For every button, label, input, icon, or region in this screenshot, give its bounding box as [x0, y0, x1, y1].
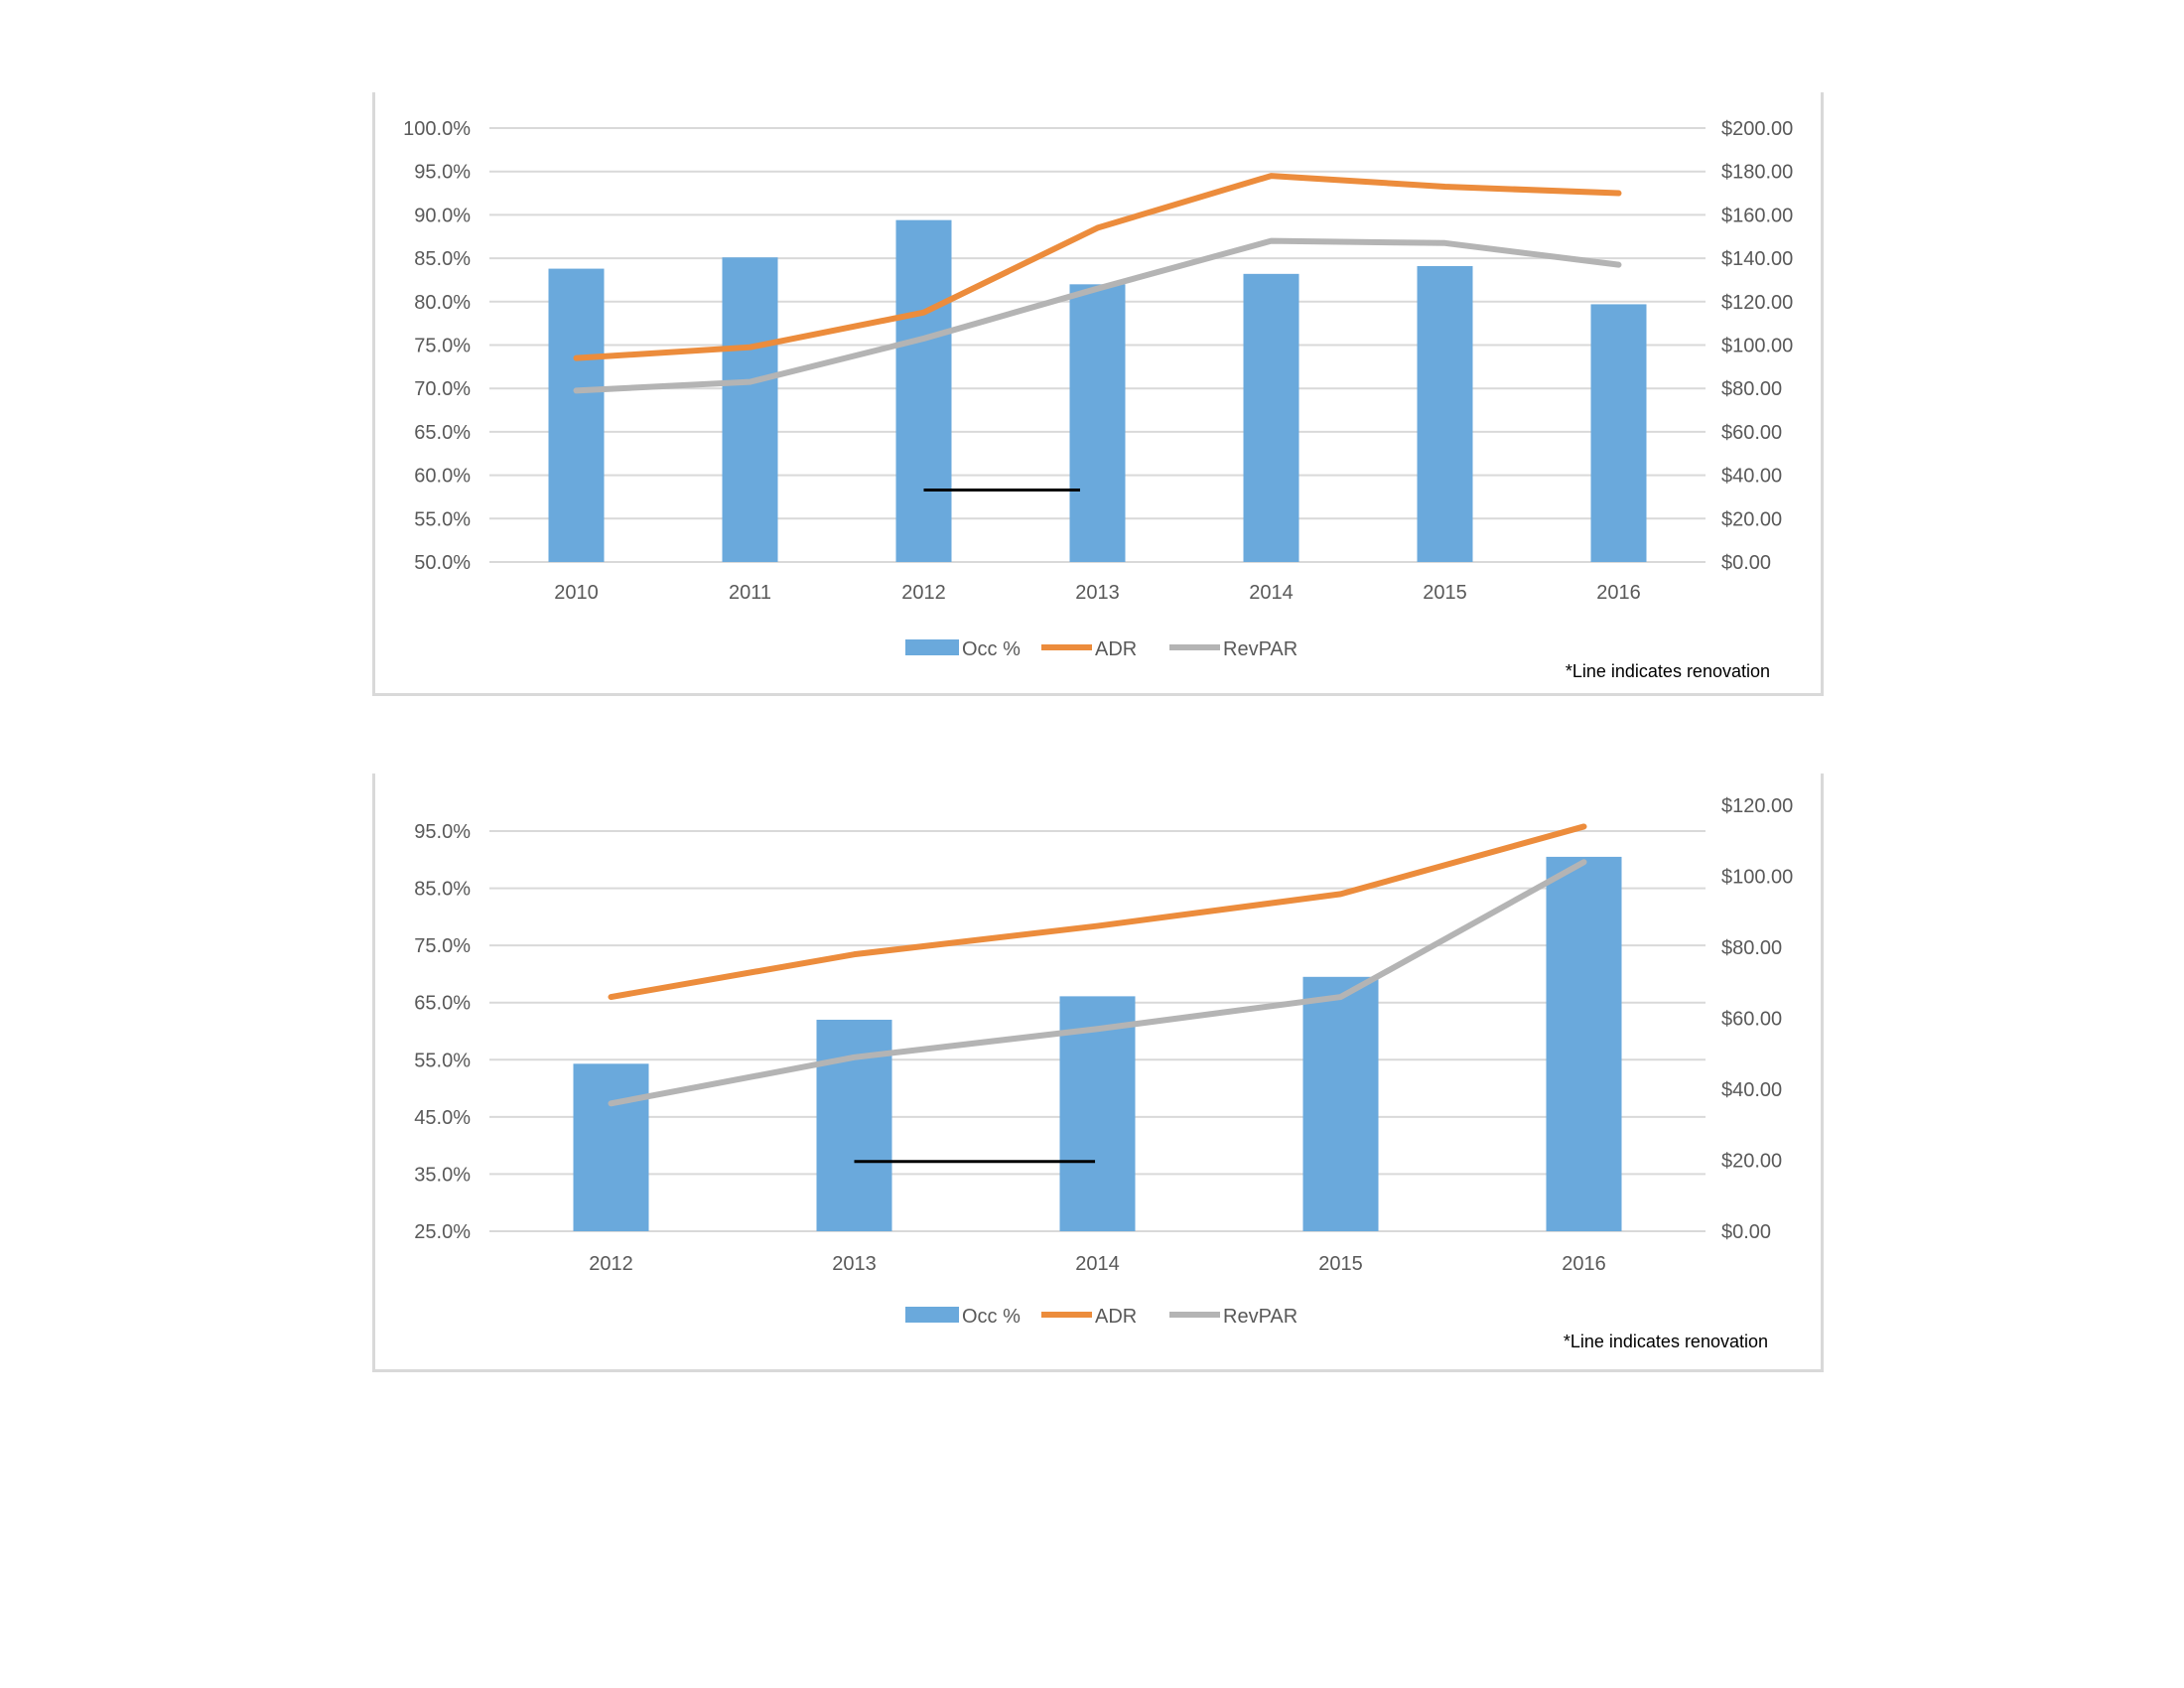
chart-2-left-tick-label: 65.0% [414, 993, 471, 1015]
chart-2-bar-occ [1059, 996, 1136, 1231]
chart-2-left-tick-label: 55.0% [414, 1050, 471, 1071]
chart-1-svg: 50.0% 55.0% 60.0% 65.0% 70.0% 75.0% 80.0% 85.0%… [403, 118, 1793, 681]
chart-1-x-tick-label: 2016 [1596, 582, 1641, 604]
chart-1-x-tick-label: 2012 [901, 582, 946, 604]
chart-2-bar-occ [1302, 976, 1379, 1231]
chart-1-legend-label-adr: ADR [1095, 638, 1137, 660]
chart-1-bar-occ [1590, 304, 1647, 562]
chart-1-left-tick-label: 95.0% [414, 162, 471, 184]
chart-2-bar-occ [1546, 856, 1622, 1231]
chart-2-left-tick-label: 85.0% [414, 879, 471, 901]
chart-2-x-tick-label: 2014 [1075, 1253, 1120, 1275]
chart-1-line-revpar [573, 237, 1622, 394]
chart-1-left-tick-label: 70.0% [414, 378, 471, 400]
chart-2-legend-label-adr: ADR [1095, 1306, 1137, 1328]
chart-1-right-tick-label: $120.00 [1721, 292, 1793, 314]
chart-2-left-tick-label: 75.0% [414, 935, 471, 957]
chart-1-x-tick-label: 2011 [729, 582, 771, 604]
chart-2-legend-label-revpar: RevPAR [1223, 1306, 1297, 1328]
chart-1-legend-label-revpar: RevPAR [1223, 638, 1297, 660]
chart-1-bar-occ [722, 257, 778, 562]
chart-1-line-adr [573, 173, 1622, 361]
chart-2-right-tick-label: $20.00 [1721, 1151, 1782, 1173]
chart-1-left-tick-label: 65.0% [414, 422, 471, 444]
chart-1-left-tick-label: 55.0% [414, 508, 471, 530]
chart-1-renovation-note: *Line indicates renovation [1566, 661, 1770, 681]
chart-1-right-tick-label: $160.00 [1721, 205, 1793, 226]
chart-2-right-tick-label: $120.00 [1721, 795, 1793, 817]
chart-1-x-tick-label: 2015 [1423, 582, 1467, 604]
chart-2-right-tick-label: $0.00 [1721, 1221, 1771, 1243]
chart-1-right-tick-label: $20.00 [1721, 508, 1782, 530]
chart-1-right-tick-label: $140.00 [1721, 248, 1793, 270]
chart-1-bar-occ [1417, 265, 1473, 562]
chart-2-legend-swatch-occ [905, 1307, 959, 1323]
chart-1-left-tick-label: 80.0% [414, 292, 471, 314]
chart-2-svg: 25.0% 35.0% 45.0% 55.0% 65.0% 75.0% 85.0% 95.0%… [414, 795, 1793, 1351]
chart-1-right-tick-label: $40.00 [1721, 466, 1782, 488]
chart-2-x-tick-label: 2013 [832, 1253, 877, 1275]
chart-2-right-tick-label: $60.00 [1721, 1009, 1782, 1031]
chart-1-right-tick-label: $60.00 [1721, 422, 1782, 444]
chart-2-x-tick-label: 2016 [1562, 1253, 1606, 1275]
chart-1-right-tick-label: $180.00 [1721, 162, 1793, 184]
chart-2-renovation-note: *Line indicates renovation [1564, 1332, 1768, 1351]
chart-2-bar-occ [573, 1063, 649, 1231]
chart-1-left-tick-label: 60.0% [414, 466, 471, 488]
chart-1-legend-swatch-occ [905, 639, 959, 655]
chart-1-left-tick-label: 90.0% [414, 205, 471, 226]
chart-1-bar-occ [1069, 284, 1126, 562]
chart-2-line-revpar [608, 859, 1587, 1107]
chart-2-panel: 25.0% 35.0% 45.0% 55.0% 65.0% 75.0% 85.0% 95.0%… [372, 774, 1824, 1372]
chart-2-x-tick-label: 2015 [1318, 1253, 1363, 1275]
chart-1-right-tick-label: $100.00 [1721, 336, 1793, 357]
chart-1-panel: 50.0% 55.0% 60.0% 65.0% 70.0% 75.0% 80.0% 85.0%… [372, 92, 1824, 696]
chart-1-bar-occ [895, 219, 952, 563]
chart-1-left-tick-label: 50.0% [414, 552, 471, 574]
chart-2-x-tick-label: 2012 [589, 1253, 633, 1275]
chart-1-x-tick-label: 2014 [1249, 582, 1294, 604]
chart-1-right-tick-label: $200.00 [1721, 118, 1793, 140]
chart-1-left-tick-label: 85.0% [414, 248, 471, 270]
chart-1-x-tick-label: 2013 [1075, 582, 1120, 604]
chart-1-right-tick-label: $80.00 [1721, 378, 1782, 400]
chart-2-legend-label-occ: Occ % [962, 1306, 1021, 1328]
chart-2-left-tick-label: 25.0% [414, 1221, 471, 1243]
chart-1-bar-occ [1243, 273, 1299, 562]
chart-2-left-tick-label: 95.0% [414, 821, 471, 843]
chart-1-right-tick-label: $0.00 [1721, 552, 1771, 574]
chart-1-left-tick-label: 75.0% [414, 336, 471, 357]
chart-2-right-tick-label: $100.00 [1721, 867, 1793, 889]
chart-1-left-tick-label: 100.0% [403, 118, 471, 140]
chart-2-right-tick-label: $40.00 [1721, 1079, 1782, 1101]
chart-1-x-tick-label: 2010 [554, 582, 599, 604]
chart-1-legend-label-occ: Occ % [962, 638, 1021, 660]
chart-2-line-adr [608, 823, 1587, 1001]
chart-2-left-tick-label: 35.0% [414, 1164, 471, 1186]
chart-2-right-tick-label: $80.00 [1721, 937, 1782, 959]
chart-2-left-tick-label: 45.0% [414, 1107, 471, 1129]
chart-1-bar-occ [548, 268, 605, 562]
